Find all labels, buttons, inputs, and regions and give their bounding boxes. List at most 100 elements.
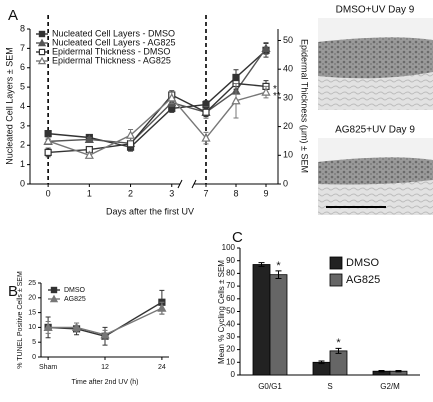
legend-marker	[37, 38, 47, 47]
legend-label: AG825	[64, 296, 86, 303]
y2-tick-label: 30	[283, 92, 293, 102]
y-tick-label: 0	[20, 178, 25, 188]
x-tick-label: 24	[158, 364, 166, 371]
panel-letter: C	[232, 229, 243, 246]
data-point	[201, 133, 211, 142]
legend-label: DMSO	[346, 257, 379, 269]
x-tick-label: G2/M	[380, 382, 400, 391]
legend-marker	[37, 56, 47, 65]
x-tick-label: S	[327, 382, 332, 391]
y-tick-label: 5	[20, 82, 25, 92]
data-point	[157, 303, 167, 312]
y2-tick-label: 40	[283, 64, 293, 74]
y-tick-label: 5	[32, 339, 36, 346]
x-tick-label: 9	[263, 188, 268, 198]
y-tick-label: 50	[226, 307, 235, 316]
y-tick-label: 80	[226, 269, 235, 278]
y-tick-label: 20	[28, 295, 36, 302]
y2-tick-label: 0	[283, 178, 288, 188]
error-bar	[335, 347, 342, 354]
micrograph-ag825: AG825+UV Day 9	[318, 125, 433, 215]
legend-marker	[38, 30, 46, 38]
y-tick-label: 25	[28, 280, 36, 287]
axis-break	[177, 179, 183, 189]
error-bar	[318, 360, 325, 365]
y-tick-label: 60	[226, 294, 235, 303]
x-tick-label: 7	[203, 188, 208, 198]
data-point	[43, 136, 53, 145]
y-tick-label: 7	[20, 43, 25, 53]
x-tick-label: 12	[101, 364, 109, 371]
data-point	[231, 95, 241, 105]
y-tick-label: 0	[32, 354, 36, 361]
bar	[329, 350, 348, 376]
y2-tick-label: 50	[283, 35, 293, 45]
y-tick-label: 40	[226, 319, 235, 328]
y2-tick-label: 20	[283, 121, 293, 131]
y-tick-label: 6	[20, 62, 25, 72]
annotation: **	[273, 91, 281, 102]
y-tick-label: 3	[20, 120, 25, 130]
bar	[269, 274, 288, 376]
data-point	[43, 322, 53, 331]
data-point	[202, 108, 210, 116]
bar	[252, 264, 271, 376]
data-point	[84, 150, 94, 159]
y-tick-label: 8	[20, 23, 25, 33]
axis-break	[191, 179, 197, 189]
annotation: *	[273, 84, 277, 95]
legend-marker	[38, 48, 46, 56]
x-tick-label: G0/G1	[258, 382, 282, 391]
x-tick-label: 2	[128, 188, 133, 198]
y2-axis-label: Epidermal Thickness (μm) ± SEM	[300, 39, 310, 173]
bar	[312, 361, 331, 376]
y-tick-label: 70	[226, 281, 235, 290]
data-point	[261, 87, 271, 96]
y-axis-label: Mean % Cycling Cells ± SEM	[217, 260, 226, 364]
legend-label: Nucleated Cell Layers - DMSO	[52, 28, 175, 38]
legend-marker	[49, 294, 59, 303]
x-tick-label: 3	[169, 188, 174, 198]
error-bar	[378, 370, 385, 373]
error-bar	[395, 370, 402, 373]
x-tick-label: 1	[87, 188, 92, 198]
y-axis-label: Nucleated Cell Layers ± SEM	[4, 47, 14, 165]
data-point	[44, 130, 52, 138]
data-point	[125, 130, 136, 139]
micrograph-epidermis	[318, 37, 433, 79]
legend-label: Epidermal Thickness - AG825	[52, 55, 171, 65]
x-tick-label: 8	[233, 188, 238, 198]
x-tick-label: 0	[46, 188, 51, 198]
y-tick-label: 0	[231, 370, 236, 379]
x-tick-label: Sham	[39, 364, 57, 371]
legend-label: AG825	[346, 274, 380, 286]
micrograph-surface	[318, 138, 433, 162]
data-point	[261, 43, 271, 52]
legend-label: Epidermal Thickness - DMSO	[52, 46, 170, 56]
series-line	[48, 301, 163, 338]
y-tick-label: 30	[226, 332, 235, 341]
y-tick-label: 15	[28, 309, 36, 316]
data-point	[100, 329, 110, 339]
legend-marker	[50, 286, 58, 294]
y-tick-label: 90	[226, 256, 235, 265]
y-tick-label: 10	[28, 324, 36, 331]
micrograph-dmso: DMSO+UV Day 9	[318, 5, 433, 110]
data-point	[167, 93, 177, 102]
panel-letter: B	[8, 283, 18, 300]
y-tick-label: 100	[222, 243, 236, 252]
error-bar	[275, 270, 282, 279]
micrograph-label: AG825+UV Day 9	[335, 125, 415, 136]
y-tick-label: 4	[20, 101, 25, 111]
legend-swatch	[329, 256, 343, 270]
legend-label: DMSO	[64, 287, 86, 294]
micrograph-surface	[318, 18, 433, 42]
data-point	[44, 148, 52, 157]
annotation: *	[276, 260, 281, 272]
micrograph-label: DMSO+UV Day 9	[336, 5, 415, 16]
x-axis-label: Time after 2nd UV (h)	[71, 379, 138, 386]
y-tick-label: 10	[226, 357, 235, 366]
series-line	[48, 307, 163, 336]
y-tick-label: 1	[20, 159, 25, 169]
